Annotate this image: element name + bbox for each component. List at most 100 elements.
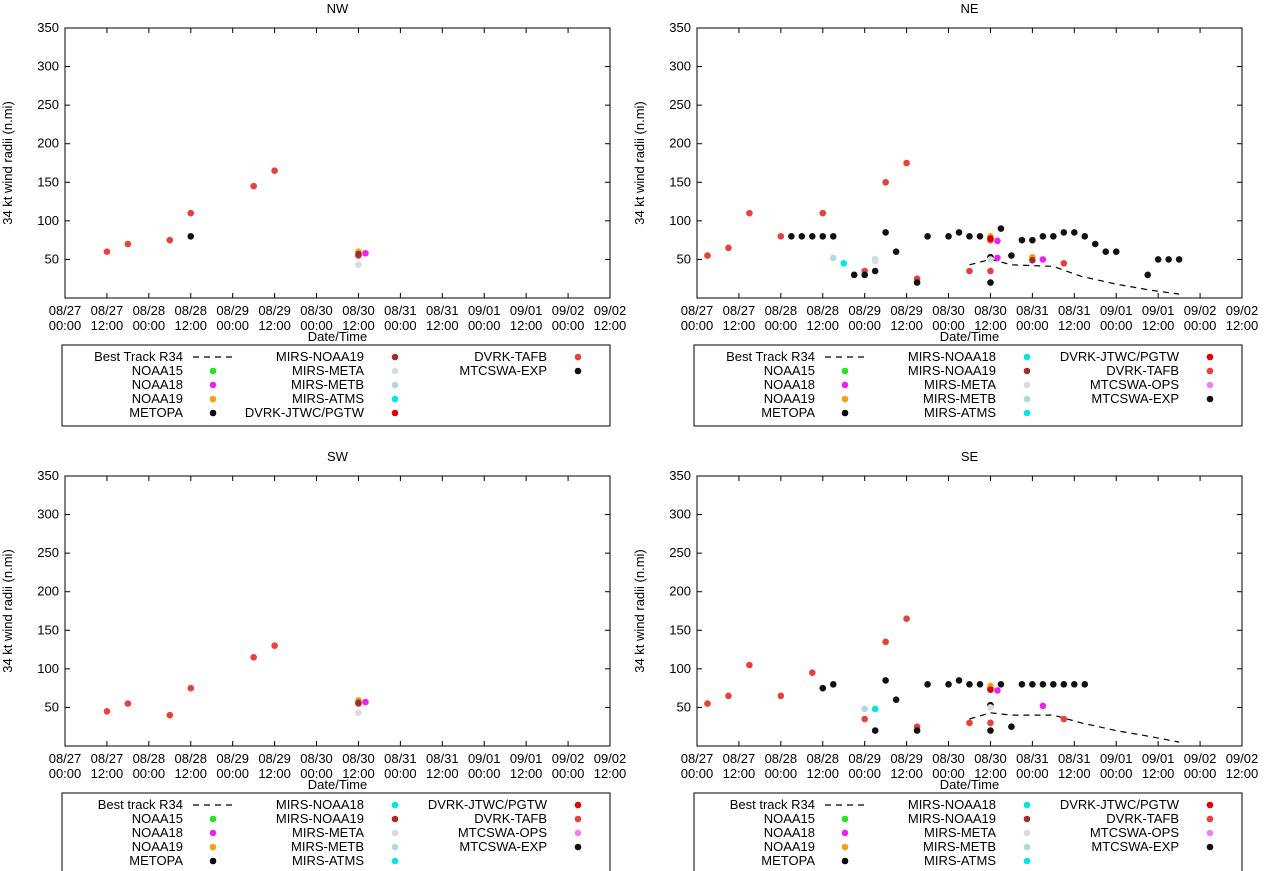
legend-swatch [1023, 367, 1031, 375]
x-tick-label: 08/29 [890, 303, 923, 318]
x-tick-label: 00:00 [765, 318, 798, 333]
x-tick-label: 12:00 [1142, 318, 1175, 333]
legend-label: MIRS-ATMS [924, 853, 996, 868]
y-axis-label: 34 kt wind radii (n.mi) [632, 549, 647, 673]
x-tick-label: 08/27 [49, 303, 82, 318]
data-point [1081, 232, 1089, 240]
legend-swatch [391, 353, 399, 361]
legend-label: NOAA19 [764, 839, 815, 854]
legend-label: DVRK-TAFB [474, 811, 547, 826]
data-point [966, 232, 973, 240]
y-tick-label: 100 [37, 213, 59, 228]
chart-title: NE [960, 1, 978, 16]
x-tick-label: 00:00 [384, 318, 417, 333]
data-point [1102, 248, 1110, 256]
legend-swatch [209, 409, 217, 417]
x-axis-label: Date/Time [940, 329, 999, 344]
data-point [987, 686, 994, 693]
data-point [819, 209, 827, 217]
data-point [1081, 680, 1089, 688]
legend-label: METOPA [761, 405, 815, 420]
data-point [987, 704, 994, 711]
y-tick-label: 300 [37, 507, 59, 522]
legend-label: NOAA19 [132, 839, 183, 854]
data-point [994, 687, 1001, 694]
legend-label: MIRS-META [292, 363, 364, 378]
data-point [966, 719, 973, 727]
x-tick-label: 08/31 [426, 751, 459, 766]
data-point [871, 727, 879, 734]
y-tick-label: 50 [677, 699, 691, 714]
x-tick-label: 00:00 [133, 766, 166, 781]
x-tick-label: 08/31 [1058, 303, 1091, 318]
data-point [1071, 680, 1078, 688]
legend-label: NOAA19 [764, 391, 815, 406]
x-tick-label: 08/27 [681, 751, 714, 766]
x-tick-label: 08/31 [426, 303, 459, 318]
x-tick-label: 00:00 [932, 318, 965, 333]
x-tick-label: 12:00 [806, 318, 839, 333]
data-point [1008, 723, 1015, 731]
legend-box [693, 344, 1243, 427]
data-point [1018, 236, 1026, 244]
data-point [1008, 252, 1015, 259]
x-tick-label: 08/31 [1058, 751, 1091, 766]
x-tick-label: 09/02 [1226, 751, 1259, 766]
series-mirs-meta [355, 261, 362, 269]
x-tick-label: 12:00 [890, 318, 923, 333]
x-tick-label: 08/30 [300, 751, 333, 766]
series-mtcswa-exp [819, 677, 1089, 734]
x-tick-label: 08/27 [723, 751, 756, 766]
legend-label: NOAA15 [132, 811, 183, 826]
data-point [1071, 229, 1078, 236]
legend-box [693, 792, 1243, 871]
plot-frame [64, 27, 611, 299]
legend-label: METOPA [129, 405, 183, 420]
x-axis-label: Date/Time [308, 329, 367, 344]
data-point [1050, 680, 1057, 688]
panel-ne: NE5010015020025030035008/2700:0008/2712:… [632, 1, 1258, 427]
legend-label: MIRS-META [924, 825, 996, 840]
legend-label: NOAA18 [764, 377, 815, 392]
y-tick-label: 250 [37, 545, 59, 560]
legend-label: DVRK-TAFB [474, 349, 547, 364]
series-dvrk-tafb [704, 159, 1068, 283]
data-point [355, 250, 362, 258]
x-tick-label: 09/01 [1142, 303, 1175, 318]
data-point [725, 692, 732, 700]
x-tick-label: 12:00 [974, 766, 1007, 781]
legend-swatch [574, 801, 582, 809]
series-dvrk-tafb [704, 615, 1068, 731]
legend-swatch [209, 857, 217, 865]
y-tick-label: 250 [669, 97, 691, 112]
legend-label: DVRK-TAFB [1106, 363, 1179, 378]
series-metopa [187, 232, 195, 240]
x-tick-label: 12:00 [258, 766, 291, 781]
legend-label: MTCSWA-OPS [1090, 377, 1179, 392]
y-tick-label: 300 [37, 59, 59, 74]
data-point [1060, 715, 1068, 723]
x-tick-label: 12:00 [890, 766, 923, 781]
x-tick-label: 12:00 [1058, 318, 1091, 333]
x-tick-label: 08/30 [342, 751, 375, 766]
x-tick-label: 08/28 [133, 303, 166, 318]
chart-title: SE [961, 449, 979, 464]
data-point [871, 267, 879, 275]
y-tick-label: 100 [37, 661, 59, 676]
data-point [704, 700, 711, 707]
x-tick-label: 00:00 [1100, 766, 1133, 781]
legend-label: DVRK-JTWC/PGTW [428, 797, 548, 812]
legend-swatch [841, 381, 849, 389]
legend-swatch [574, 843, 582, 851]
legend-swatch [209, 381, 217, 389]
legend-swatch [1023, 395, 1031, 403]
legend-label: NOAA18 [764, 825, 815, 840]
data-point [704, 252, 711, 259]
data-point [997, 225, 1005, 232]
x-tick-label: 09/02 [552, 751, 585, 766]
x-tick-label: 08/27 [49, 751, 82, 766]
legend-swatch [1023, 843, 1031, 851]
data-point [819, 232, 827, 240]
data-point [187, 232, 195, 240]
x-tick-label: 09/02 [594, 751, 627, 766]
